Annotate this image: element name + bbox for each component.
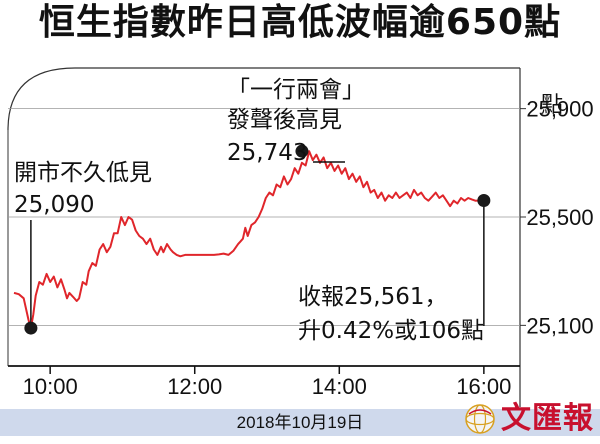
x-tick-label: 12:00 [167,374,222,399]
annotation-close-line1: 收報25,561， [298,284,447,310]
x-tick-label: 14:00 [312,374,367,399]
x-tick-label: 10:00 [23,374,78,399]
x-tick-label: 16:00 [456,374,511,399]
data-point-marker [295,144,309,158]
hsi-intraday-line [13,150,484,330]
publisher-logo: 文匯報 [463,399,594,439]
annotation-low-value: 25,090 [14,192,94,218]
annotation-close: 收報25,561， 升0.42%或106點 [298,284,484,344]
logo-text: 文匯報 [501,401,594,436]
y-tick-label: 25,500 [526,205,593,230]
annotation-high-line1: 「一行兩會」 [227,77,365,103]
annotation-low-line1: 開市不久低見 [14,160,152,186]
annotation-high: 「一行兩會」 發聲後高見 25,743 [227,77,365,166]
data-point-marker [24,321,38,335]
y-tick-label: 25,100 [526,313,593,338]
date-band: 2018年10月19日 [0,409,600,436]
annotation-high-value: 25,743 [227,140,307,166]
annotation-low: 開市不久低見 25,090 [14,160,152,218]
annotation-close-line2: 升0.42%或106點 [298,318,484,344]
frame-top-arc [7,67,520,131]
globe-logo-icon [465,404,495,434]
data-point-marker [477,193,491,207]
annotation-high-line2: 發聲後高見 [227,107,342,133]
chart-title: 恒生指數昨日高低波幅逾650點 [38,2,562,43]
y-tick-label: 25,900 [526,97,593,122]
unit-label: 點 [541,93,563,118]
date-label: 2018年10月19日 [236,413,364,432]
